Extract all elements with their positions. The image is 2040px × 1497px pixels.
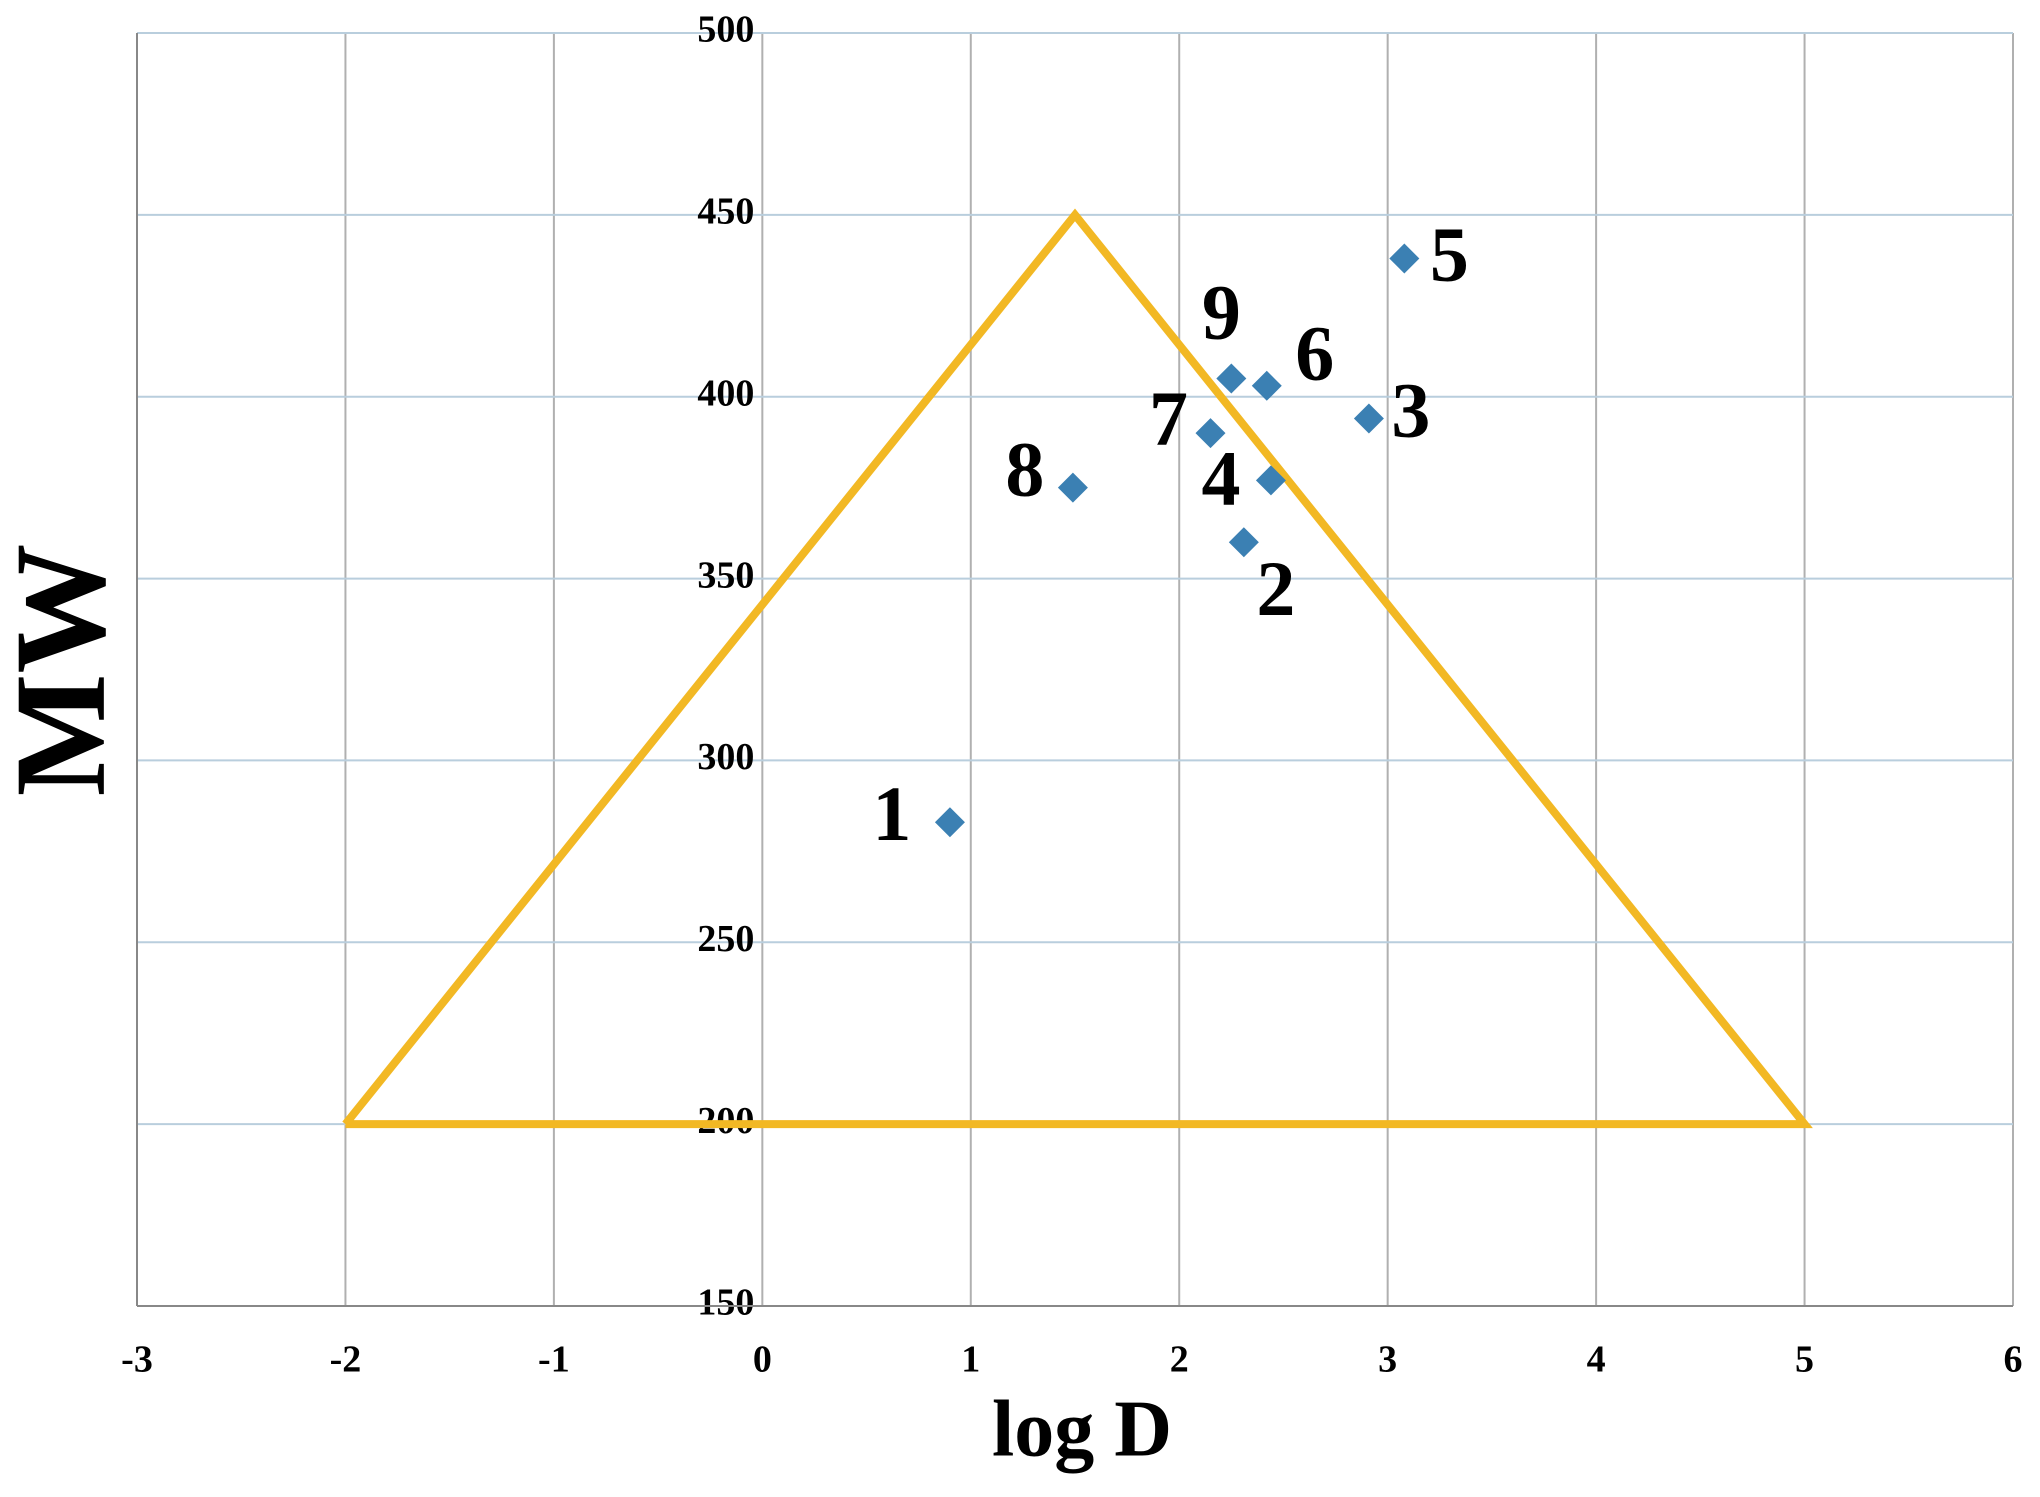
point	[1057, 472, 1088, 503]
point-label: 4	[1201, 434, 1240, 521]
x-tick-label: 5	[1795, 1339, 1814, 1381]
point	[1255, 465, 1286, 496]
point-label: 9	[1202, 268, 1241, 355]
point-label: 5	[1430, 210, 1469, 297]
point-label: 2	[1256, 545, 1295, 632]
point	[1251, 370, 1282, 401]
region-outline	[342, 208, 1813, 1129]
y-tick-label: 400	[697, 372, 754, 414]
point	[1228, 527, 1259, 558]
x-tick-label: 0	[753, 1339, 772, 1381]
x-tick-label: -3	[121, 1339, 153, 1381]
point	[934, 807, 965, 838]
y-tick-label: 450	[697, 191, 754, 233]
y-tick-label: 350	[697, 554, 754, 596]
point	[1389, 243, 1420, 274]
point-label: 3	[1391, 366, 1430, 453]
point-label: 8	[1005, 426, 1044, 513]
x-tick-label: 2	[1170, 1339, 1189, 1381]
x-tick-label: 3	[1378, 1339, 1397, 1381]
x-tick-label: -2	[330, 1339, 362, 1381]
x-tick-label: 6	[2004, 1339, 2023, 1381]
point-label: 6	[1295, 310, 1334, 397]
y-tick-label: 250	[697, 918, 754, 960]
point	[1195, 418, 1226, 449]
point-label: 7	[1149, 375, 1188, 462]
y-tick-label: 500	[697, 9, 754, 51]
x-tick-label: 1	[961, 1339, 980, 1381]
point	[1353, 403, 1384, 434]
y-tick-label: 300	[697, 736, 754, 778]
y-axis-label: MW	[0, 544, 133, 797]
x-tick-label: -1	[538, 1339, 570, 1381]
x-tick-label: 4	[1587, 1339, 1606, 1381]
point	[1216, 363, 1247, 394]
y-tick-label: 150	[697, 1282, 754, 1324]
x-axis-label: log D	[992, 1385, 1172, 1473]
point-label: 1	[872, 770, 911, 857]
